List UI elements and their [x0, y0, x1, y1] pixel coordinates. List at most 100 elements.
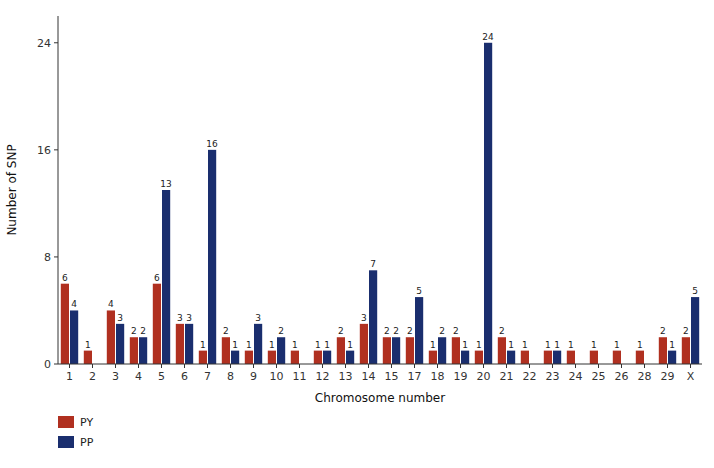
data-label: 2: [223, 326, 229, 336]
bar: [162, 190, 170, 364]
x-tick: [253, 364, 254, 368]
bar: [130, 337, 138, 364]
bar: [461, 351, 469, 364]
bar: [668, 351, 676, 364]
bar: [61, 284, 69, 364]
data-label: 1: [292, 340, 298, 350]
bar: [590, 351, 598, 364]
data-label: 13: [160, 179, 171, 189]
y-tick: [54, 364, 58, 365]
data-label: 1: [591, 340, 597, 350]
bar: [70, 310, 78, 364]
x-tick-label: 28: [638, 370, 652, 383]
data-label: 1: [462, 340, 468, 350]
x-tick: [138, 364, 139, 368]
data-label: 2: [131, 326, 137, 336]
x-tick-label: 17: [408, 370, 422, 383]
data-label: 2: [384, 326, 390, 336]
data-label: 24: [482, 32, 494, 42]
x-tick: [368, 364, 369, 368]
x-tick-label: 10: [270, 370, 284, 383]
bar: [346, 351, 354, 364]
x-tick: [621, 364, 622, 368]
data-label: 1: [669, 340, 675, 350]
x-tick: [575, 364, 576, 368]
x-tick: [345, 364, 346, 368]
bar: [199, 351, 207, 364]
x-tick: [529, 364, 530, 368]
y-axis-label: Number of SNP: [5, 144, 19, 235]
x-tick: [161, 364, 162, 368]
data-label: 2: [499, 326, 505, 336]
data-label: 2: [393, 326, 399, 336]
bar: [521, 351, 529, 364]
x-tick-label: 9: [250, 370, 257, 383]
bar: [475, 351, 483, 364]
data-label: 1: [315, 340, 321, 350]
bar: [682, 337, 690, 364]
x-tick-label: 1: [66, 370, 73, 383]
x-tick: [460, 364, 461, 368]
bar: [691, 297, 699, 364]
bar: [231, 351, 239, 364]
data-label: 2: [338, 326, 344, 336]
x-tick: [276, 364, 277, 368]
x-tick: [115, 364, 116, 368]
bar: [84, 351, 92, 364]
data-label: 5: [416, 286, 422, 296]
data-label: 3: [117, 313, 123, 323]
data-label: 1: [430, 340, 436, 350]
x-tick-label: 13: [339, 370, 353, 383]
data-label: 1: [347, 340, 353, 350]
bar: [369, 270, 377, 364]
x-tick-label: 12: [316, 370, 330, 383]
bar: [268, 351, 276, 364]
bar: [116, 324, 124, 364]
data-label: 2: [453, 326, 459, 336]
bar: [553, 351, 561, 364]
x-axis-line: [58, 364, 702, 365]
data-label: 3: [255, 313, 261, 323]
bar: [392, 337, 400, 364]
x-tick-label: 4: [135, 370, 142, 383]
x-tick: [552, 364, 553, 368]
bar: [360, 324, 368, 364]
chart: 6142631211112322121211111122432133161321…: [0, 0, 714, 468]
data-label: 7: [370, 259, 376, 269]
data-label: 2: [407, 326, 413, 336]
data-label: 1: [637, 340, 643, 350]
bar: [507, 351, 515, 364]
y-tick: [54, 42, 58, 43]
data-label: 1: [85, 340, 91, 350]
x-tick-label: 15: [385, 370, 399, 383]
y-tick-label: 24: [37, 37, 51, 50]
data-label: 6: [154, 273, 160, 283]
x-tick: [299, 364, 300, 368]
data-label: 1: [246, 340, 252, 350]
bar: [452, 337, 460, 364]
data-label: 1: [545, 340, 551, 350]
y-tick-label: 16: [37, 144, 51, 157]
x-tick-label: 26: [615, 370, 629, 383]
x-tick-label: 3: [112, 370, 119, 383]
x-tick-label: 19: [454, 370, 468, 383]
x-tick: [391, 364, 392, 368]
y-tick-label: 0: [44, 358, 51, 371]
bar: [498, 337, 506, 364]
x-tick: [230, 364, 231, 368]
x-tick-label: 6: [181, 370, 188, 383]
x-tick: [644, 364, 645, 368]
bar: [254, 324, 262, 364]
data-label: 2: [140, 326, 146, 336]
data-label: 1: [614, 340, 620, 350]
data-label: 16: [206, 139, 218, 149]
x-tick-label: 24: [569, 370, 583, 383]
data-label: 1: [554, 340, 560, 350]
x-tick-label: 7: [204, 370, 211, 383]
bar: [153, 284, 161, 364]
x-tick-label: 2: [89, 370, 96, 383]
data-label: 1: [476, 340, 482, 350]
bar: [636, 351, 644, 364]
x-tick-label: 5: [158, 370, 165, 383]
x-tick-label: X: [687, 370, 695, 383]
